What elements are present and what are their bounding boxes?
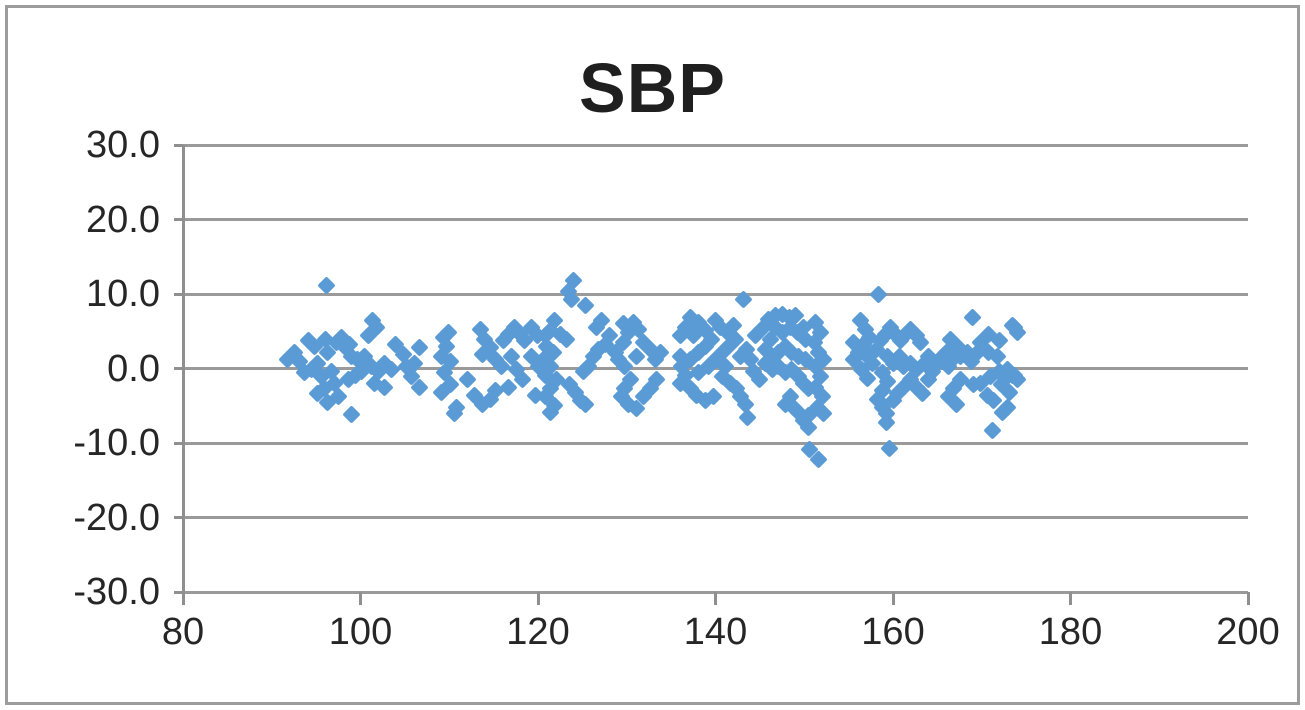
x-tick-label: 160 bbox=[861, 611, 925, 653]
y-axis-tick bbox=[174, 143, 183, 147]
y-tick-label: -30.0 bbox=[73, 571, 160, 613]
x-axis-tick bbox=[536, 592, 540, 605]
y-tick-label: -10.0 bbox=[73, 422, 160, 464]
gridline bbox=[183, 143, 1248, 147]
scatter-point bbox=[869, 285, 888, 304]
x-tick-label: 180 bbox=[1038, 611, 1103, 653]
y-axis-tick bbox=[174, 292, 183, 296]
x-axis-tick bbox=[714, 592, 717, 605]
x-tick-label: 140 bbox=[683, 611, 748, 653]
scatter-point bbox=[342, 405, 361, 424]
y-axis-tick bbox=[174, 218, 183, 221]
scatter-point bbox=[983, 421, 1002, 440]
y-tick-label: 0.0 bbox=[107, 347, 160, 390]
chart-title: SBP bbox=[579, 49, 726, 127]
y-axis-tick bbox=[174, 441, 183, 445]
y-axis-tick bbox=[174, 516, 183, 519]
y-axis-line bbox=[181, 145, 185, 605]
gridline bbox=[183, 441, 1248, 445]
x-tick-label: 200 bbox=[1216, 611, 1280, 653]
y-axis-tick bbox=[174, 367, 183, 370]
gridline bbox=[183, 516, 1248, 519]
x-axis-tick bbox=[891, 592, 895, 605]
gridline bbox=[183, 218, 1248, 221]
x-axis-tick bbox=[1069, 592, 1072, 605]
y-tick-label: 30.0 bbox=[86, 124, 160, 166]
y-axis-tick bbox=[174, 590, 183, 594]
x-tick-label: 80 bbox=[161, 611, 205, 653]
x-axis-tick bbox=[359, 592, 362, 605]
x-tick-label: 100 bbox=[328, 611, 393, 653]
x-axis-tick bbox=[1246, 592, 1250, 605]
x-tick-label: 120 bbox=[506, 611, 570, 653]
y-tick-label: -20.0 bbox=[73, 496, 160, 539]
gridline bbox=[183, 292, 1248, 296]
y-tick-label: 10.0 bbox=[86, 273, 160, 315]
x-axis-tick bbox=[181, 592, 185, 605]
scatter-point bbox=[738, 408, 757, 427]
y-tick-label: 20.0 bbox=[86, 198, 160, 241]
scatter-point bbox=[963, 307, 983, 327]
